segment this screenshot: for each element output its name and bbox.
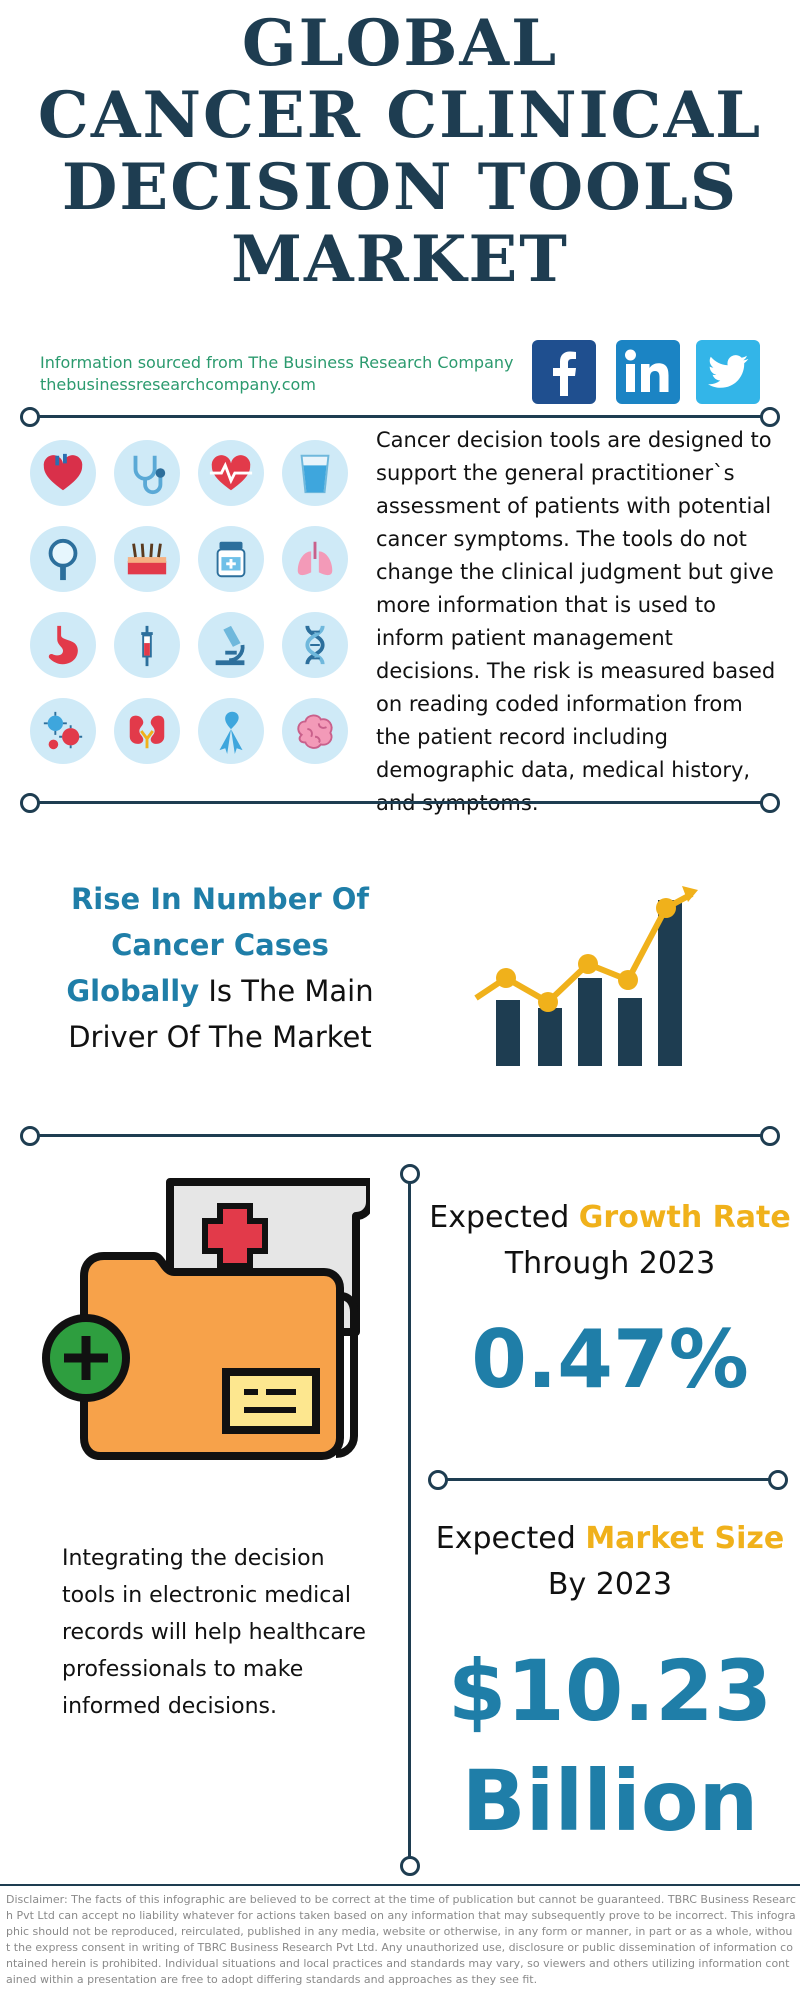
market-label-pre: Expected (435, 1521, 586, 1556)
heartbeat-icon (198, 440, 264, 506)
source-url[interactable]: thebusinessresearchcompany.com (40, 375, 316, 394)
driver-line: Rise In Number Of (70, 882, 370, 916)
stomach-icon (30, 612, 96, 678)
market-value-amount: $10.23 (447, 1642, 773, 1740)
driver-rest: Is The Main (199, 974, 374, 1008)
stethoscope-icon (114, 440, 180, 506)
divider-dot (768, 1470, 788, 1490)
ribbon-icon (198, 698, 264, 764)
growth-label-post: Through 2023 (504, 1246, 716, 1281)
market-label-line: Expected Market Size (420, 1516, 800, 1562)
lungs-icon (282, 526, 348, 592)
twitter-icon[interactable] (696, 340, 760, 404)
market-label-post: By 2023 (547, 1567, 673, 1602)
intro-paragraph: Cancer decision tools are designed to su… (376, 428, 776, 815)
skin-hair-icon (114, 526, 180, 592)
market-size-label: Expected Market Size By 2023 (420, 1516, 800, 1608)
divider-dot (400, 1856, 420, 1876)
growth-chart-icon (474, 886, 698, 1066)
water-glass-icon (282, 440, 348, 506)
driver-line: Globally Is The Main (40, 968, 400, 1014)
market-label-highlight: Market Size (585, 1521, 785, 1556)
brain-icon (282, 698, 348, 764)
growth-rate-label: Expected Growth Rate Through 2023 (420, 1195, 800, 1287)
virus-icon (30, 698, 96, 764)
title-line: CANCER CLINICAL (37, 78, 763, 153)
driver-line: Cancer Cases (111, 928, 329, 962)
market-value-unit: Billion (461, 1752, 759, 1850)
syringe-icon (114, 612, 180, 678)
facebook-icon[interactable] (532, 340, 596, 404)
medical-record-folder-icon (42, 1178, 370, 1460)
divider-dot (428, 1470, 448, 1490)
growth-label-highlight: Growth Rate (578, 1200, 791, 1235)
market-driver-text: Rise In Number Of Cancer Cases Globally … (40, 876, 400, 1060)
title-line: DECISION TOOLS (61, 150, 739, 225)
section-divider (20, 793, 780, 813)
title-line: MARKET (231, 222, 569, 297)
driver-line: Driver Of The Market (68, 1020, 372, 1054)
heart-icon (30, 440, 96, 506)
integration-paragraph: Integrating the decision tools in electr… (62, 1546, 366, 1719)
footer-divider (0, 1884, 800, 1886)
medicine-jar-icon (198, 526, 264, 592)
source-info: Information sourced from The Business Re… (40, 352, 513, 396)
source-line: Information sourced from The Business Re… (40, 353, 514, 372)
growth-rate-value: 0.47% (471, 1313, 749, 1406)
magnifier-icon (30, 526, 96, 592)
growth-label-line: Expected Growth Rate (420, 1195, 800, 1241)
section-divider (20, 407, 780, 427)
medical-icon-grid (30, 440, 350, 780)
vertical-divider (408, 1176, 411, 1872)
disclaimer-text: Disclaimer: The facts of this infographi… (6, 1893, 796, 1986)
section-divider (20, 1126, 780, 1146)
divider-dot (400, 1164, 420, 1184)
growth-label-pre: Expected (429, 1200, 579, 1235)
page-title: GLOBAL CANCER CLINICAL DECISION TOOLS MA… (0, 8, 800, 296)
linkedin-icon[interactable] (616, 340, 680, 404)
kidneys-icon (114, 698, 180, 764)
driver-highlight: Globally (66, 974, 200, 1008)
dna-icon (282, 612, 348, 678)
stat-divider (436, 1478, 776, 1481)
market-size-value: $10.23 Billion (420, 1636, 800, 1856)
microscope-icon (198, 612, 264, 678)
title-line: GLOBAL (241, 6, 559, 81)
